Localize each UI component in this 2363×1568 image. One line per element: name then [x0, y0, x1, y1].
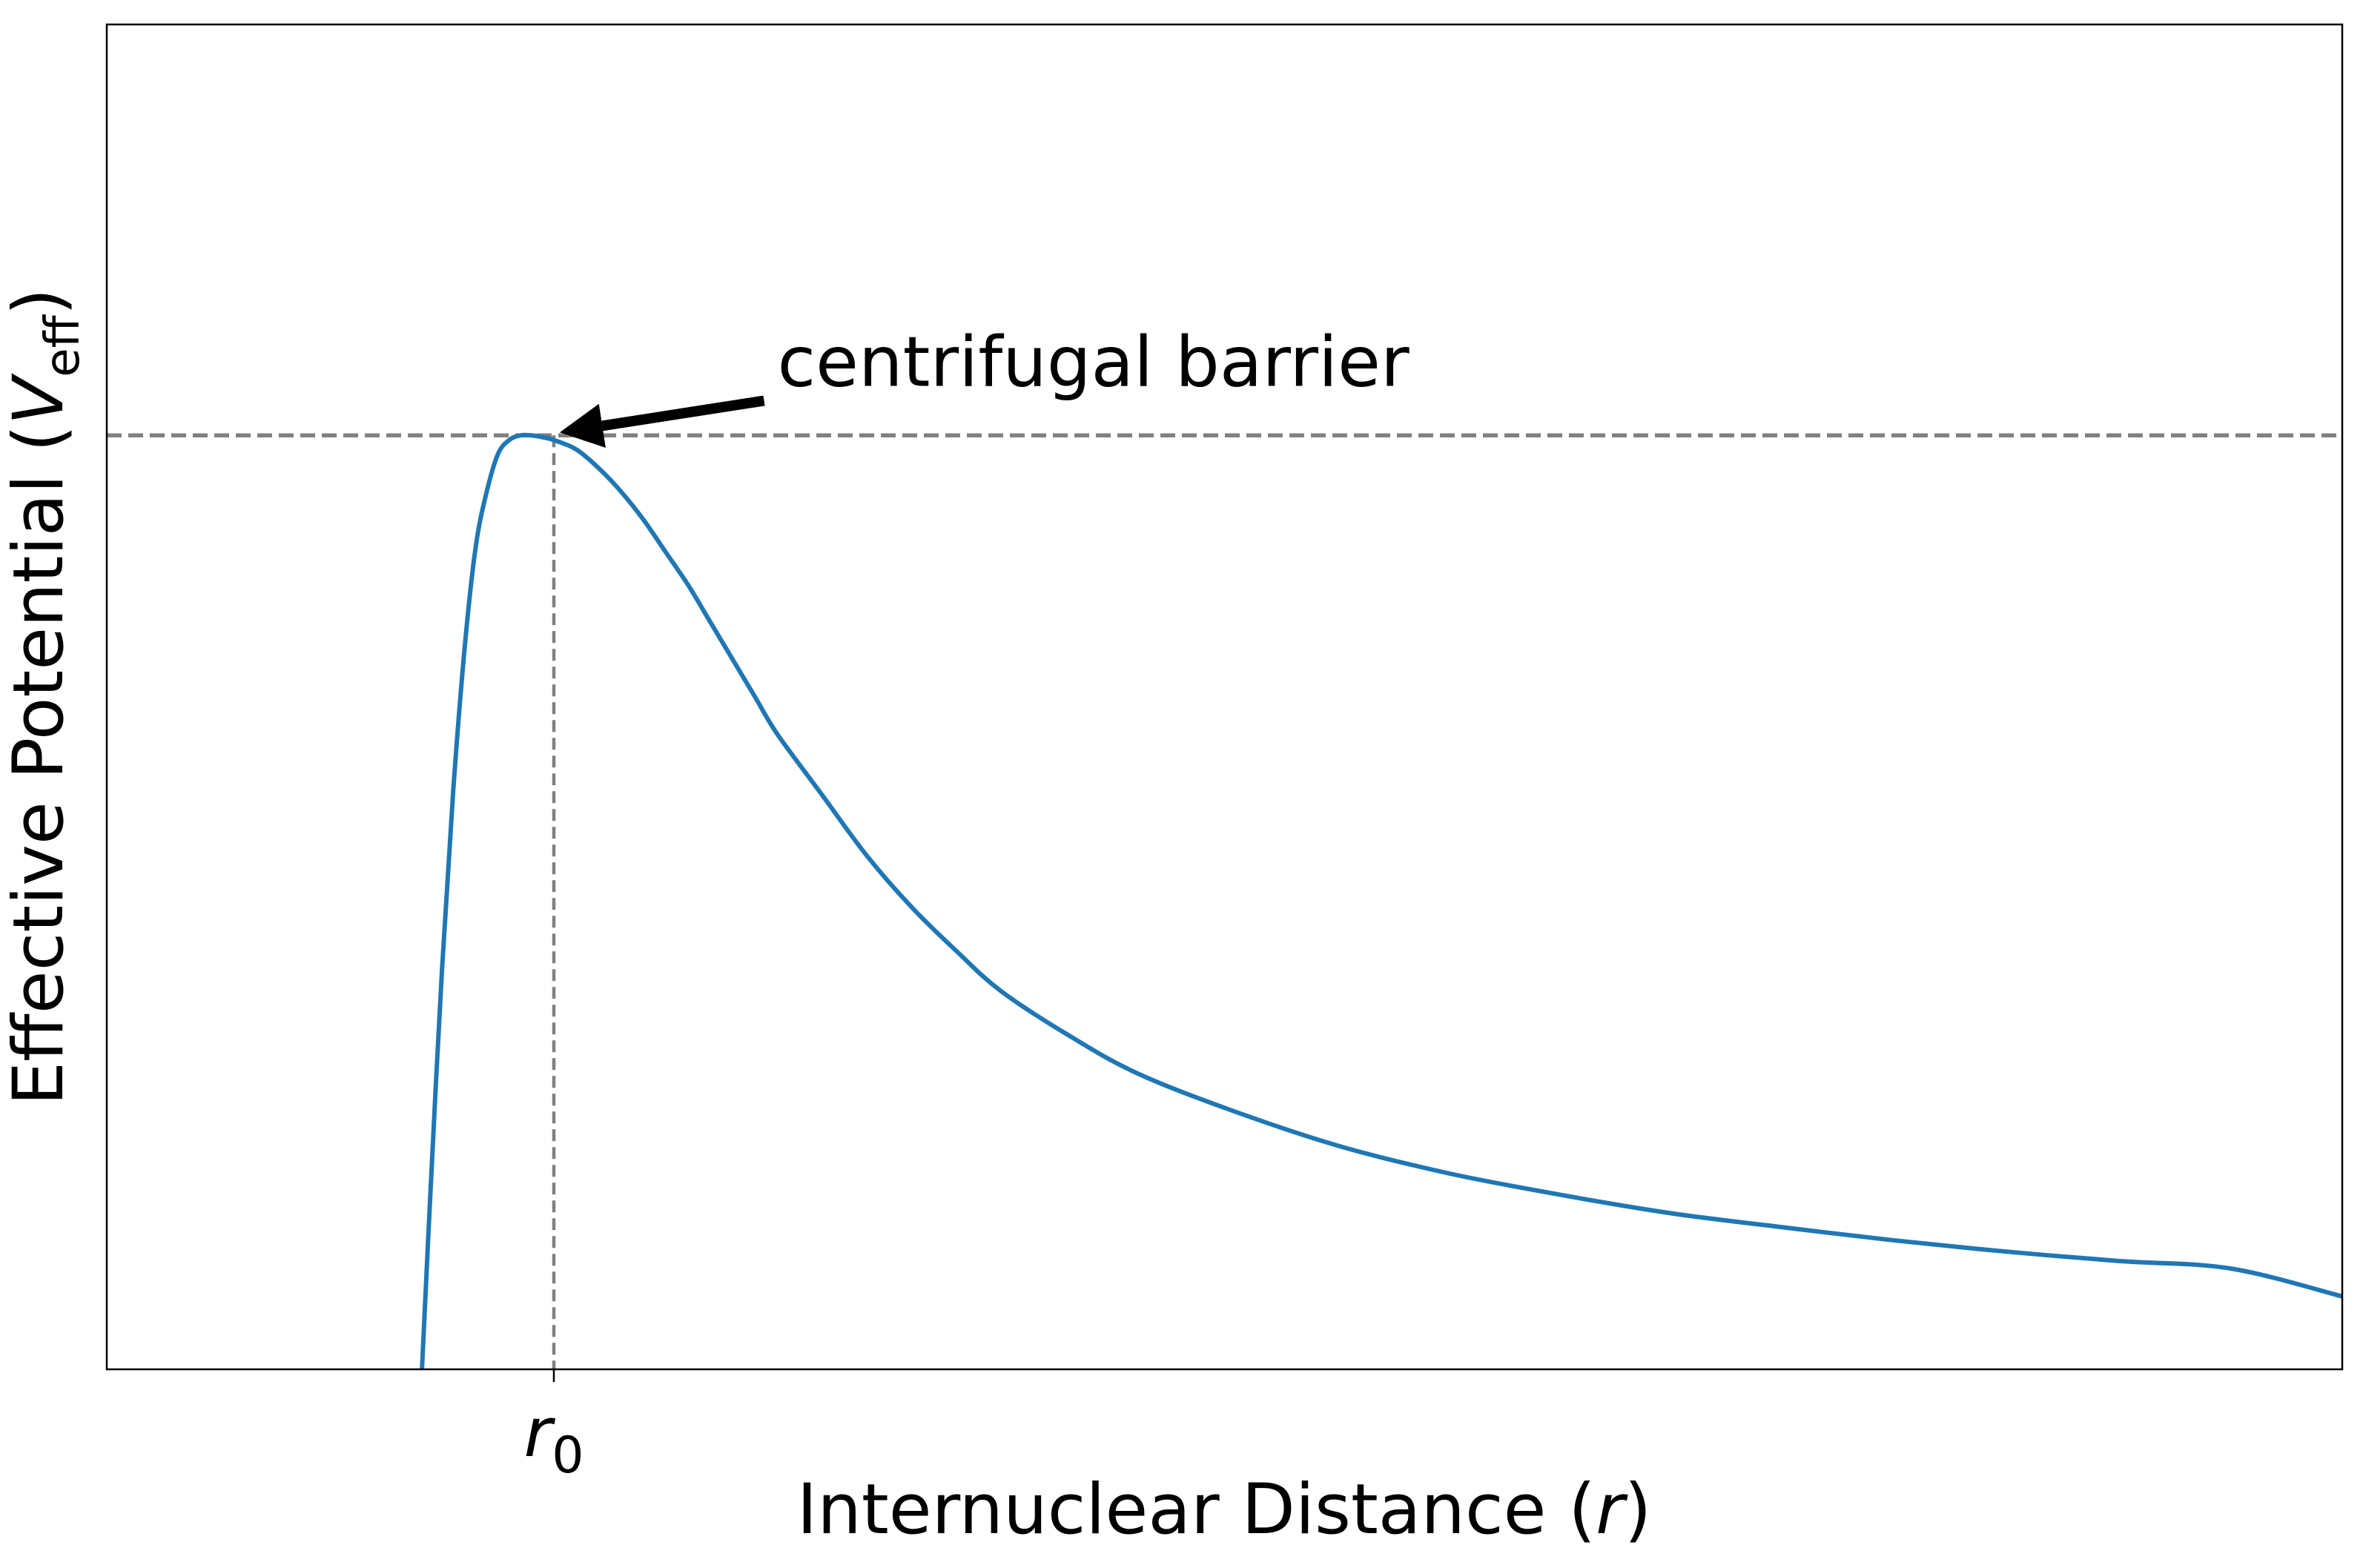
x-tick-label: r0: [523, 1393, 584, 1485]
annotation-arrow-shaft: [601, 395, 765, 431]
series-line-0: [420, 432, 2342, 1369]
reference-lines: [107, 433, 2342, 1369]
annotation-label: centrifugal barrier: [778, 322, 1410, 403]
x-ticks: r0: [523, 1369, 584, 1485]
series-layer: [420, 432, 2342, 1369]
x-axis-label: Internuclear Distance (r): [797, 1469, 1652, 1550]
annotation-layer: centrifugal barrier: [560, 322, 1409, 449]
y-axis-label: Effective Potential (Veff): [0, 288, 90, 1106]
annotation-arrow-head: [560, 403, 606, 449]
plot-frame: [105, 23, 2344, 1371]
